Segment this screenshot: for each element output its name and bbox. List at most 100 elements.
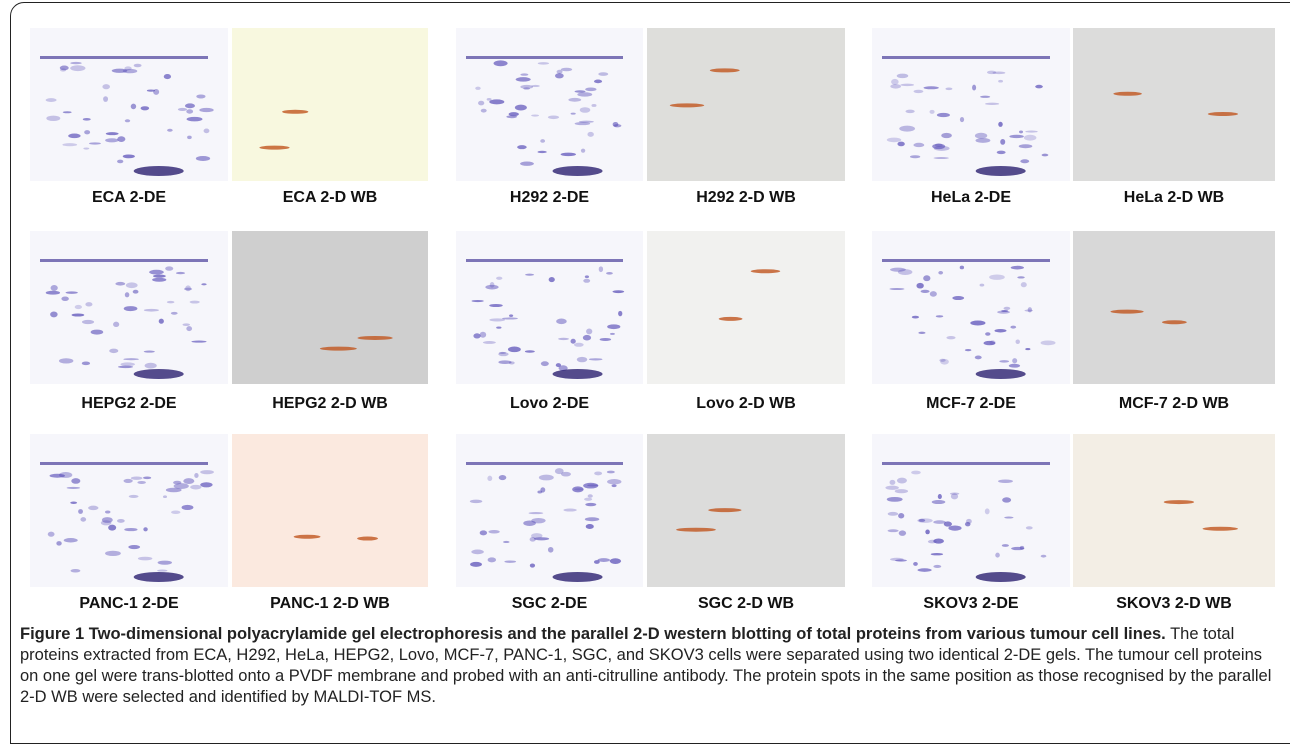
- gel-spot: [1040, 554, 1047, 558]
- gel-spot: [909, 155, 921, 159]
- gel-spot: [133, 63, 142, 68]
- gel-spot: [531, 517, 546, 524]
- gel-spot: [59, 68, 67, 72]
- gel-spot: [173, 483, 189, 489]
- western-blot-image: [232, 28, 428, 181]
- gel-spot: [498, 352, 509, 357]
- gel-spot: [101, 517, 113, 523]
- gel-spot: [118, 365, 133, 369]
- gel-spot: [582, 334, 592, 341]
- gel-spot: [140, 106, 150, 111]
- gel-spot: [939, 358, 946, 362]
- gel-spot: [517, 145, 527, 150]
- gel-spot: [890, 267, 906, 272]
- gel-spot: [894, 489, 909, 494]
- gel-spot: [59, 65, 69, 71]
- gel-spot: [528, 512, 544, 515]
- gel-spot: [554, 468, 564, 475]
- gel-spot: [898, 530, 907, 536]
- panel-label: MCF-7 2-DE: [926, 395, 1016, 412]
- gel-spot: [186, 116, 203, 122]
- gel-spot: [887, 511, 899, 516]
- gel-spot: [966, 518, 972, 524]
- gel-image: [456, 434, 643, 587]
- gel-spot: [470, 561, 482, 567]
- gel-spot: [579, 107, 591, 113]
- gel-spot: [201, 283, 207, 286]
- gel-spot: [1041, 153, 1049, 157]
- gel-spot: [975, 166, 1026, 176]
- blot-spot: [1202, 526, 1239, 531]
- gel-spot: [128, 494, 139, 498]
- gel-spot: [917, 518, 933, 523]
- gel-spot: [167, 128, 173, 132]
- gel-spot: [165, 487, 182, 493]
- gel-band: [466, 56, 623, 59]
- gel-spot: [1035, 84, 1043, 89]
- gel-spot: [913, 561, 918, 566]
- gel-spot: [1024, 309, 1034, 312]
- gel-spot: [496, 326, 502, 329]
- gel-spot: [479, 331, 487, 338]
- gel-spot: [563, 508, 577, 512]
- gel-spot: [523, 520, 536, 526]
- gel-spot: [489, 303, 503, 308]
- gel-spot: [584, 497, 593, 501]
- gel-spot: [896, 73, 909, 79]
- gel-spot: [612, 121, 619, 127]
- gel-spot: [607, 479, 622, 485]
- gel-spot: [184, 103, 195, 109]
- gel-spot: [959, 265, 965, 270]
- gel-spot: [606, 272, 613, 275]
- gel-spot: [498, 351, 507, 354]
- gel-spot: [123, 306, 138, 312]
- gel-spot: [560, 67, 573, 72]
- gel-spot: [985, 332, 991, 336]
- gel-spot: [45, 290, 61, 295]
- gel-spot: [945, 87, 953, 91]
- western-blot-image: [647, 231, 845, 384]
- gel-spot: [104, 510, 111, 514]
- gel-spot: [80, 517, 87, 522]
- gel-spot: [508, 112, 519, 117]
- blot-spot: [319, 346, 357, 351]
- gel-spot: [137, 556, 153, 561]
- gel-spot: [998, 479, 1013, 483]
- gel-band: [882, 56, 1050, 59]
- gel-spot: [487, 557, 497, 563]
- gel-spot: [47, 531, 55, 537]
- blot-spot: [1110, 309, 1144, 314]
- gel-spot: [578, 120, 594, 123]
- gel-image: [872, 28, 1070, 181]
- gel-spot: [895, 559, 908, 562]
- gel-spot: [1020, 282, 1027, 288]
- gel-spot: [996, 150, 1006, 155]
- gel-spot: [486, 98, 492, 101]
- gel-spot: [113, 321, 120, 328]
- gel-spot: [899, 125, 916, 132]
- gel-spot: [898, 513, 905, 519]
- gel-spot: [133, 572, 184, 582]
- gel-spot: [1020, 159, 1030, 164]
- gel-spot: [183, 287, 193, 291]
- gel-spot: [572, 486, 584, 493]
- gel-spot: [1015, 339, 1020, 345]
- gel-spot: [556, 318, 567, 325]
- gel-spot: [71, 313, 85, 317]
- gel-spot: [891, 78, 899, 85]
- gel-band: [466, 259, 623, 262]
- gel-spot: [916, 282, 924, 289]
- gel-spot: [885, 485, 899, 490]
- gel-spot: [479, 530, 488, 536]
- gel-spot: [574, 488, 584, 491]
- gel-spot: [555, 363, 562, 368]
- gel-spot: [580, 148, 586, 153]
- panel-label: ECA 2-DE: [92, 189, 166, 206]
- blot-spot: [1161, 320, 1187, 325]
- gel-spot: [58, 358, 74, 364]
- gel-spot: [123, 478, 133, 483]
- gel-spot: [938, 271, 944, 275]
- gel-spot: [560, 471, 571, 477]
- gel-spot: [520, 73, 529, 76]
- western-blot-image: [1073, 434, 1275, 587]
